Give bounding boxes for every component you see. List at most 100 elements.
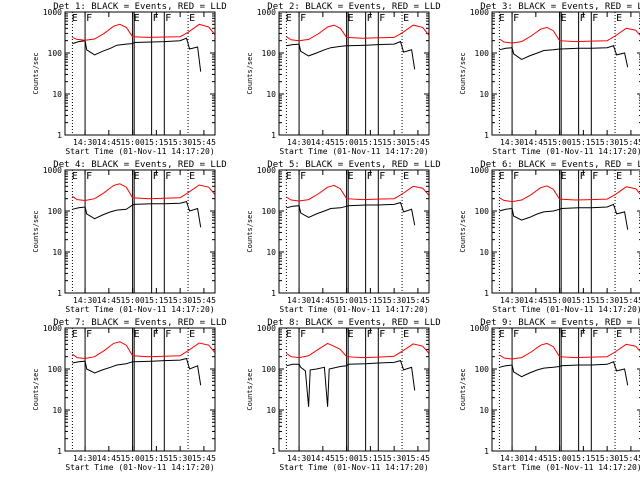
x-tick-label: 15:45: [192, 296, 216, 305]
y-tick-label: 1000: [257, 8, 276, 17]
x-tick-label: 14:30: [287, 296, 311, 305]
y-tick-label: 1000: [257, 166, 276, 175]
y-tick-label: 100: [262, 207, 277, 216]
x-axis-label: Start Time (01-Nov-11 14:17:20): [65, 147, 214, 156]
plot-frame: [491, 11, 640, 136]
marker-label: F: [300, 171, 306, 182]
marker-label: F: [153, 329, 159, 340]
marker-label: E: [499, 171, 505, 182]
x-tick-label: 15:15: [358, 138, 382, 147]
y-tick-label: 1000: [257, 324, 276, 333]
marker-label: F: [592, 13, 598, 24]
plot-frame: [64, 169, 216, 294]
marker-label: E: [286, 329, 292, 340]
x-tick-label: 15:30: [382, 296, 406, 305]
y-tick-label: 1: [57, 131, 62, 140]
y-tick-label: 10: [479, 248, 489, 257]
x-tick-label: 15:15: [144, 454, 168, 463]
marker-label: F: [165, 13, 171, 24]
marker-label: E: [134, 329, 140, 340]
x-tick-label: 14:45: [311, 296, 335, 305]
x-tick-label: 14:45: [311, 454, 335, 463]
x-tick-label: 15:45: [619, 296, 640, 305]
x-tick-label: 14:45: [97, 138, 121, 147]
y-tick-label: 1000: [43, 166, 62, 175]
x-tick-label: 14:45: [524, 454, 548, 463]
series-line-events: [72, 357, 202, 386]
x-tick-label: 15:00: [335, 138, 359, 147]
marker-label: E: [286, 171, 292, 182]
x-tick-label: 15:00: [121, 296, 145, 305]
x-tick-label: 15:00: [121, 138, 145, 147]
y-tick-label: 10: [479, 406, 489, 415]
marker-label: E: [403, 13, 409, 24]
marker-label: E: [189, 13, 195, 24]
plot-frame: [64, 11, 216, 136]
y-axis-label: Counts/sec: [32, 368, 40, 410]
y-tick-label: 100: [262, 365, 277, 374]
x-tick-label: 15:00: [121, 454, 145, 463]
marker-label: E: [348, 13, 354, 24]
series-line-events: [72, 37, 202, 72]
x-tick-label: 15:45: [619, 138, 640, 147]
y-tick-label: 10: [266, 248, 276, 257]
marker-label: F: [153, 13, 159, 24]
marker-label: F: [300, 13, 306, 24]
x-tick-label: 15:45: [406, 454, 430, 463]
marker-label: F: [367, 13, 373, 24]
marker-label: F: [367, 171, 373, 182]
plot-frame: [278, 11, 430, 136]
marker-label: F: [580, 171, 586, 182]
y-axis-label: Counts/sec: [246, 368, 254, 410]
marker-label: F: [86, 329, 92, 340]
x-tick-label: 15:15: [571, 454, 595, 463]
marker-label: F: [513, 171, 519, 182]
x-tick-label: 15:00: [548, 138, 572, 147]
y-tick-label: 10: [52, 406, 62, 415]
y-tick-label: 10: [52, 90, 62, 99]
marker-label: E: [561, 171, 567, 182]
series-line-events: [286, 40, 416, 70]
y-axis-label: Counts/sec: [32, 52, 40, 94]
y-tick-label: 1: [271, 289, 276, 298]
marker-label: F: [379, 171, 385, 182]
x-tick-label: 14:45: [311, 138, 335, 147]
y-tick-label: 100: [48, 49, 63, 58]
x-tick-label: 15:45: [406, 296, 430, 305]
y-tick-label: 1: [57, 289, 62, 298]
marker-label: E: [616, 13, 622, 24]
x-tick-label: 15:15: [144, 138, 168, 147]
y-tick-label: 1: [271, 447, 276, 456]
series-line-lld: [72, 23, 216, 41]
x-tick-label: 14:30: [287, 138, 311, 147]
x-tick-label: 15:30: [595, 454, 619, 463]
chart-title: Det 6: BLACK = Events, RED = LLD: [480, 160, 640, 170]
marker-label: F: [379, 13, 385, 24]
series-line-events: [286, 201, 416, 226]
series-line-lld: [286, 24, 430, 42]
y-axis-label: Counts/sec: [32, 210, 40, 252]
y-tick-label: 1000: [470, 8, 489, 17]
x-tick-label: 15:45: [192, 454, 216, 463]
chart-title: Det 7: BLACK = Events, RED = LLD: [53, 318, 226, 328]
y-tick-label: 10: [266, 406, 276, 415]
y-axis-label: Counts/sec: [459, 52, 467, 94]
chart-title: Det 8: BLACK = Events, RED = LLD: [267, 318, 440, 328]
x-tick-label: 15:30: [595, 296, 619, 305]
y-tick-label: 100: [475, 365, 490, 374]
marker-label: F: [86, 13, 92, 24]
x-tick-label: 14:30: [287, 454, 311, 463]
marker-label: F: [592, 171, 598, 182]
marker-label: E: [499, 13, 505, 24]
x-tick-label: 15:30: [168, 296, 192, 305]
x-axis-label: Start Time (01-Nov-11 14:17:20): [65, 463, 214, 472]
plot-frame: [278, 169, 430, 294]
marker-label: E: [348, 171, 354, 182]
plot-frame: [491, 169, 640, 294]
